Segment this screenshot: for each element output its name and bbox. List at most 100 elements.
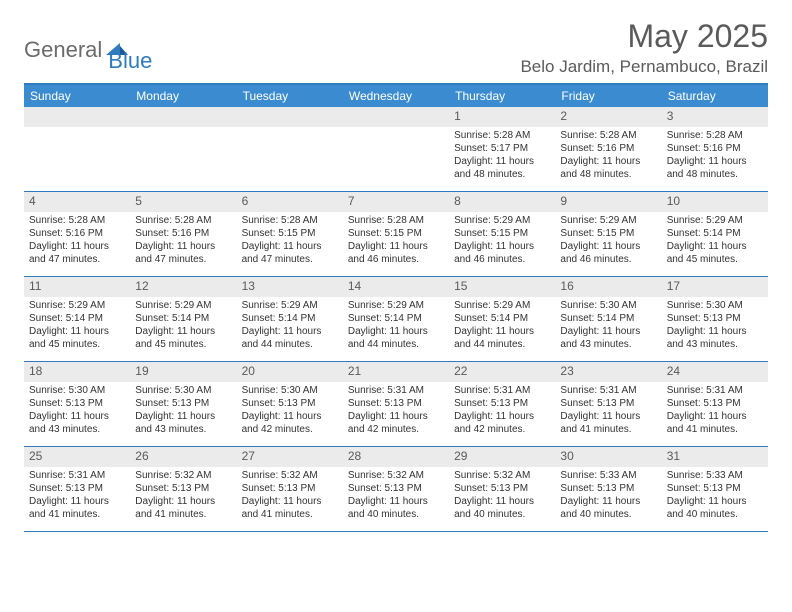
daylight-line: Daylight: 11 hours and 48 minutes. — [560, 155, 656, 181]
day-cell: 5Sunrise: 5:28 AMSunset: 5:16 PMDaylight… — [130, 192, 236, 276]
day-cell: 29Sunrise: 5:32 AMSunset: 5:13 PMDayligh… — [449, 447, 555, 531]
day-number: 5 — [130, 192, 236, 212]
sunrise-line: Sunrise: 5:29 AM — [454, 299, 550, 312]
page-header: General Blue May 2025 Belo Jardim, Perna… — [24, 18, 768, 77]
day-details: Sunrise: 5:30 AMSunset: 5:14 PMDaylight:… — [555, 297, 661, 355]
day-cell: 14Sunrise: 5:29 AMSunset: 5:14 PMDayligh… — [343, 277, 449, 361]
weekday-header: Monday — [130, 85, 236, 107]
day-number: 24 — [662, 362, 768, 382]
day-details: Sunrise: 5:29 AMSunset: 5:15 PMDaylight:… — [449, 212, 555, 270]
day-cell: 23Sunrise: 5:31 AMSunset: 5:13 PMDayligh… — [555, 362, 661, 446]
day-cell — [343, 107, 449, 191]
day-cell: 18Sunrise: 5:30 AMSunset: 5:13 PMDayligh… — [24, 362, 130, 446]
day-details: Sunrise: 5:33 AMSunset: 5:13 PMDaylight:… — [555, 467, 661, 525]
day-cell: 2Sunrise: 5:28 AMSunset: 5:16 PMDaylight… — [555, 107, 661, 191]
sunrise-line: Sunrise: 5:29 AM — [560, 214, 656, 227]
sunset-line: Sunset: 5:16 PM — [135, 227, 231, 240]
sunrise-line: Sunrise: 5:28 AM — [29, 214, 125, 227]
day-cell: 31Sunrise: 5:33 AMSunset: 5:13 PMDayligh… — [662, 447, 768, 531]
weekday-header: Sunday — [24, 85, 130, 107]
day-cell: 4Sunrise: 5:28 AMSunset: 5:16 PMDaylight… — [24, 192, 130, 276]
sunset-line: Sunset: 5:14 PM — [242, 312, 338, 325]
sunrise-line: Sunrise: 5:29 AM — [348, 299, 444, 312]
sunset-line: Sunset: 5:14 PM — [667, 227, 763, 240]
daylight-line: Daylight: 11 hours and 40 minutes. — [348, 495, 444, 521]
sunrise-line: Sunrise: 5:28 AM — [667, 129, 763, 142]
sunset-line: Sunset: 5:13 PM — [560, 397, 656, 410]
weekday-header-row: SundayMondayTuesdayWednesdayThursdayFrid… — [24, 85, 768, 107]
day-cell: 11Sunrise: 5:29 AMSunset: 5:14 PMDayligh… — [24, 277, 130, 361]
day-cell: 3Sunrise: 5:28 AMSunset: 5:16 PMDaylight… — [662, 107, 768, 191]
sunset-line: Sunset: 5:13 PM — [454, 397, 550, 410]
daylight-line: Daylight: 11 hours and 43 minutes. — [135, 410, 231, 436]
day-details: Sunrise: 5:33 AMSunset: 5:13 PMDaylight:… — [662, 467, 768, 525]
day-number: 8 — [449, 192, 555, 212]
day-cell: 9Sunrise: 5:29 AMSunset: 5:15 PMDaylight… — [555, 192, 661, 276]
sunset-line: Sunset: 5:13 PM — [560, 482, 656, 495]
calendar-grid: SundayMondayTuesdayWednesdayThursdayFrid… — [24, 83, 768, 532]
sunset-line: Sunset: 5:15 PM — [454, 227, 550, 240]
day-number: 14 — [343, 277, 449, 297]
day-details: Sunrise: 5:29 AMSunset: 5:14 PMDaylight:… — [237, 297, 343, 355]
daylight-line: Daylight: 11 hours and 41 minutes. — [135, 495, 231, 521]
day-number: 25 — [24, 447, 130, 467]
daylight-line: Daylight: 11 hours and 40 minutes. — [667, 495, 763, 521]
sunrise-line: Sunrise: 5:31 AM — [29, 469, 125, 482]
day-number: 6 — [237, 192, 343, 212]
day-cell: 12Sunrise: 5:29 AMSunset: 5:14 PMDayligh… — [130, 277, 236, 361]
sunrise-line: Sunrise: 5:30 AM — [135, 384, 231, 397]
sunset-line: Sunset: 5:14 PM — [29, 312, 125, 325]
logo: General Blue — [24, 26, 152, 74]
sunrise-line: Sunrise: 5:28 AM — [348, 214, 444, 227]
day-details: Sunrise: 5:30 AMSunset: 5:13 PMDaylight:… — [130, 382, 236, 440]
day-cell — [130, 107, 236, 191]
day-number — [237, 107, 343, 127]
daylight-line: Daylight: 11 hours and 40 minutes. — [560, 495, 656, 521]
sunrise-line: Sunrise: 5:28 AM — [560, 129, 656, 142]
sunrise-line: Sunrise: 5:29 AM — [667, 214, 763, 227]
day-details: Sunrise: 5:32 AMSunset: 5:13 PMDaylight:… — [130, 467, 236, 525]
sunset-line: Sunset: 5:14 PM — [560, 312, 656, 325]
sunset-line: Sunset: 5:13 PM — [348, 482, 444, 495]
daylight-line: Daylight: 11 hours and 41 minutes. — [242, 495, 338, 521]
sunrise-line: Sunrise: 5:29 AM — [29, 299, 125, 312]
sunset-line: Sunset: 5:14 PM — [454, 312, 550, 325]
sunset-line: Sunset: 5:16 PM — [667, 142, 763, 155]
sunrise-line: Sunrise: 5:32 AM — [242, 469, 338, 482]
sunrise-line: Sunrise: 5:30 AM — [242, 384, 338, 397]
day-number: 13 — [237, 277, 343, 297]
daylight-line: Daylight: 11 hours and 46 minutes. — [454, 240, 550, 266]
day-number: 12 — [130, 277, 236, 297]
day-details: Sunrise: 5:28 AMSunset: 5:16 PMDaylight:… — [24, 212, 130, 270]
sunset-line: Sunset: 5:15 PM — [348, 227, 444, 240]
sunrise-line: Sunrise: 5:28 AM — [454, 129, 550, 142]
title-block: May 2025 Belo Jardim, Pernambuco, Brazil — [520, 18, 768, 77]
daylight-line: Daylight: 11 hours and 47 minutes. — [135, 240, 231, 266]
weekday-header: Friday — [555, 85, 661, 107]
daylight-line: Daylight: 11 hours and 45 minutes. — [29, 325, 125, 351]
sunrise-line: Sunrise: 5:32 AM — [454, 469, 550, 482]
day-cell: 16Sunrise: 5:30 AMSunset: 5:14 PMDayligh… — [555, 277, 661, 361]
day-cell: 13Sunrise: 5:29 AMSunset: 5:14 PMDayligh… — [237, 277, 343, 361]
day-details: Sunrise: 5:31 AMSunset: 5:13 PMDaylight:… — [555, 382, 661, 440]
day-cell: 22Sunrise: 5:31 AMSunset: 5:13 PMDayligh… — [449, 362, 555, 446]
sunrise-line: Sunrise: 5:29 AM — [242, 299, 338, 312]
daylight-line: Daylight: 11 hours and 46 minutes. — [560, 240, 656, 266]
day-number: 20 — [237, 362, 343, 382]
day-number: 2 — [555, 107, 661, 127]
sunrise-line: Sunrise: 5:33 AM — [667, 469, 763, 482]
daylight-line: Daylight: 11 hours and 47 minutes. — [242, 240, 338, 266]
day-number: 16 — [555, 277, 661, 297]
logo-text-blue: Blue — [108, 48, 152, 74]
day-number: 15 — [449, 277, 555, 297]
day-cell: 28Sunrise: 5:32 AMSunset: 5:13 PMDayligh… — [343, 447, 449, 531]
location-subtitle: Belo Jardim, Pernambuco, Brazil — [520, 57, 768, 77]
daylight-line: Daylight: 11 hours and 46 minutes. — [348, 240, 444, 266]
day-details: Sunrise: 5:28 AMSunset: 5:16 PMDaylight:… — [555, 127, 661, 185]
daylight-line: Daylight: 11 hours and 44 minutes. — [242, 325, 338, 351]
sunset-line: Sunset: 5:15 PM — [242, 227, 338, 240]
day-details: Sunrise: 5:31 AMSunset: 5:13 PMDaylight:… — [24, 467, 130, 525]
sunset-line: Sunset: 5:17 PM — [454, 142, 550, 155]
sunrise-line: Sunrise: 5:30 AM — [29, 384, 125, 397]
weekday-header: Saturday — [662, 85, 768, 107]
